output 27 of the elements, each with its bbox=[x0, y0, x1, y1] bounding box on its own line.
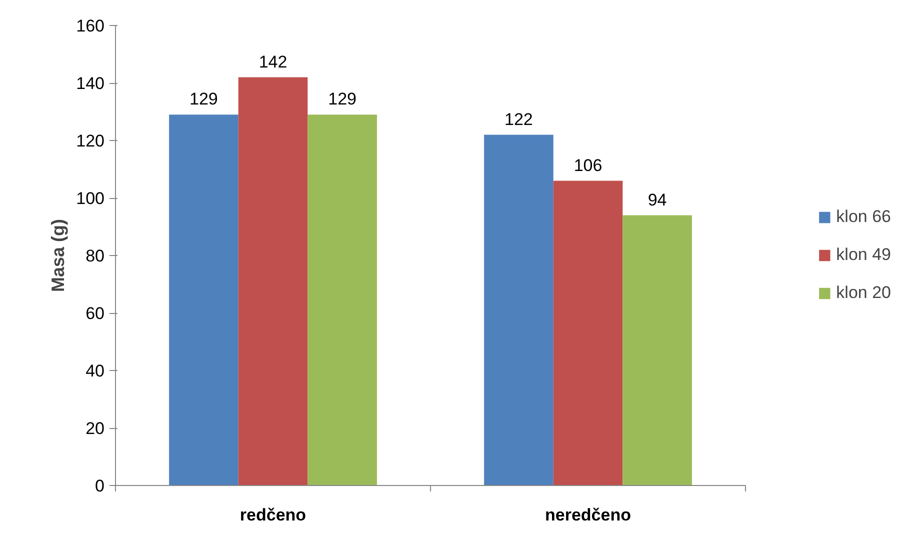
y-tick-label: 140 bbox=[76, 74, 105, 93]
bar bbox=[308, 114, 377, 486]
bar bbox=[484, 134, 554, 486]
y-tick-label: 100 bbox=[76, 189, 105, 208]
y-tick-label: 60 bbox=[86, 304, 105, 323]
bar bbox=[622, 215, 692, 486]
data-label: 122 bbox=[504, 110, 533, 129]
x-tick-label: neredčeno bbox=[545, 506, 631, 524]
data-label: 129 bbox=[190, 90, 218, 109]
y-axis-title: Masa (g) bbox=[48, 218, 68, 292]
y-tick-label: 80 bbox=[86, 246, 105, 266]
y-tick-label: 40 bbox=[86, 362, 105, 380]
bar bbox=[169, 114, 238, 486]
y-tick-label: 160 bbox=[76, 16, 105, 36]
data-label: 94 bbox=[648, 190, 667, 210]
legend-label: klon 66 bbox=[836, 207, 891, 227]
data-label: 129 bbox=[328, 90, 356, 109]
bar bbox=[238, 77, 308, 486]
y-tick-label: 120 bbox=[76, 132, 105, 150]
bar bbox=[553, 180, 623, 486]
data-label: 106 bbox=[574, 156, 602, 175]
data-label: 142 bbox=[258, 52, 288, 72]
x-tick-label: redčeno bbox=[240, 506, 306, 524]
legend-label: klon 20 bbox=[836, 283, 891, 303]
y-tick-label: 0 bbox=[95, 476, 105, 496]
legend-label: klon 49 bbox=[836, 245, 891, 265]
y-tick-label: 20 bbox=[86, 419, 105, 438]
